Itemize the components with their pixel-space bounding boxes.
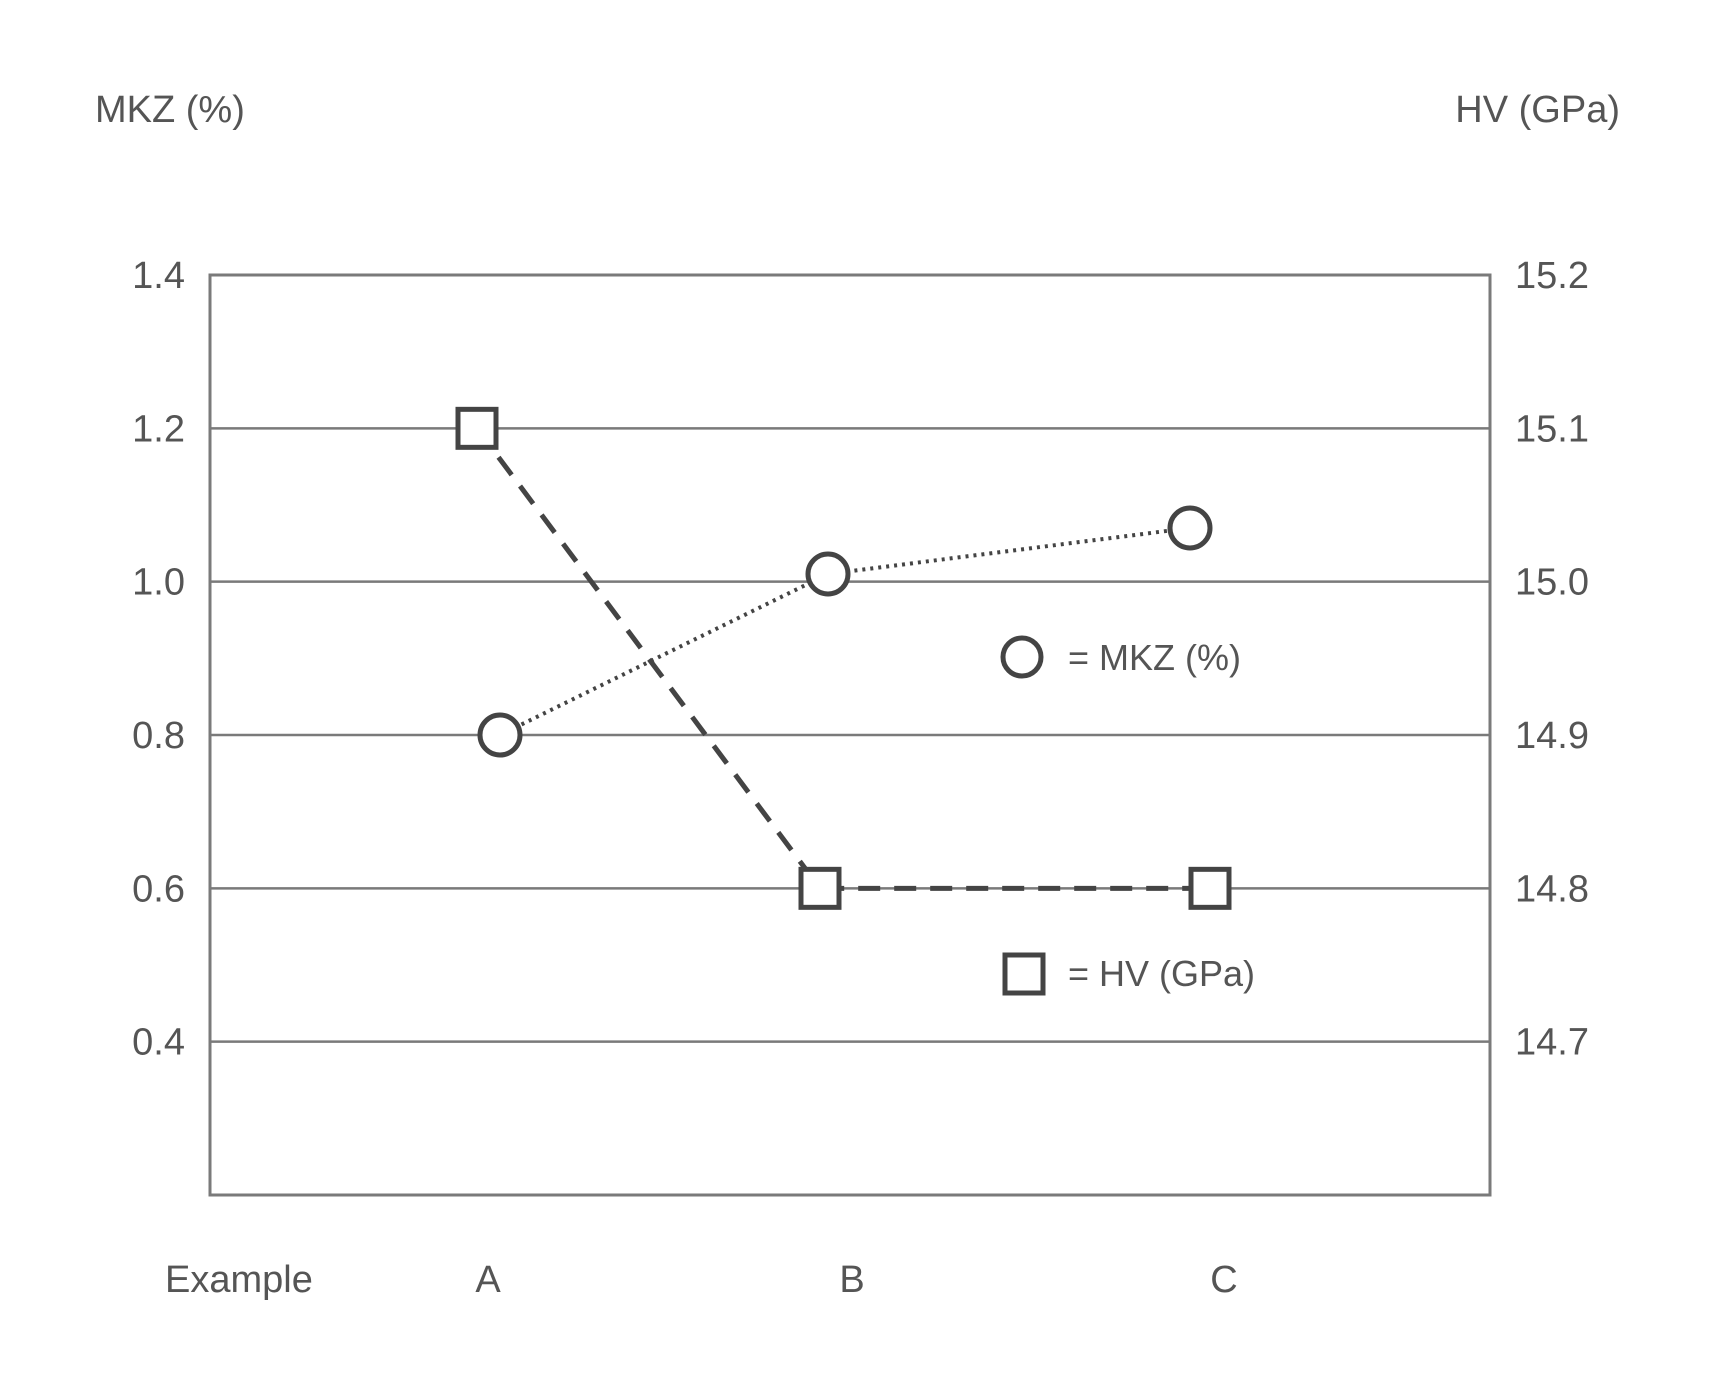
right-axis-ticks: 15.2 15.1 15.0 14.9 14.8 14.7 bbox=[1515, 255, 1589, 1064]
legend-label-mkz: = MKZ (%) bbox=[1068, 637, 1241, 678]
left-tick-label: 1.4 bbox=[132, 255, 185, 297]
data-point-circle bbox=[480, 715, 520, 755]
category-axis-title: Example bbox=[165, 1259, 313, 1301]
legend-label-hv: = HV (GPa) bbox=[1068, 953, 1255, 994]
left-tick-label: 1.2 bbox=[132, 408, 185, 450]
category-label-a: A bbox=[475, 1259, 501, 1301]
left-axis-ticks: 1.4 1.2 1.0 0.8 0.6 0.4 bbox=[132, 255, 185, 1064]
right-tick-label: 15.1 bbox=[1515, 408, 1589, 450]
left-tick-label: 0.6 bbox=[132, 868, 185, 910]
legend-square-icon bbox=[1005, 955, 1043, 993]
category-label-c: C bbox=[1210, 1259, 1237, 1301]
gridlines bbox=[210, 275, 1490, 1042]
right-axis-title: HV (GPa) bbox=[1455, 89, 1620, 131]
legend: = MKZ (%) = HV (GPa) bbox=[1003, 637, 1255, 994]
left-tick-label: 0.8 bbox=[132, 715, 185, 757]
data-point-circle bbox=[808, 554, 848, 594]
right-tick-label: 14.9 bbox=[1515, 715, 1589, 757]
right-tick-label: 14.8 bbox=[1515, 868, 1589, 910]
data-point-square bbox=[458, 409, 496, 447]
series-mkz bbox=[480, 508, 1210, 755]
category-labels: A B C bbox=[475, 1259, 1237, 1301]
left-tick-label: 0.4 bbox=[132, 1022, 185, 1064]
left-axis-title: MKZ (%) bbox=[95, 89, 245, 131]
category-label-b: B bbox=[839, 1259, 864, 1301]
series-line bbox=[500, 528, 1190, 735]
data-point-square bbox=[1191, 869, 1229, 907]
left-tick-label: 1.0 bbox=[132, 562, 185, 604]
data-point-circle bbox=[1170, 508, 1210, 548]
right-tick-label: 15.0 bbox=[1515, 562, 1589, 604]
data-point-square bbox=[801, 869, 839, 907]
legend-circle-icon bbox=[1003, 638, 1041, 676]
right-tick-label: 14.7 bbox=[1515, 1022, 1589, 1064]
right-tick-label: 15.2 bbox=[1515, 255, 1589, 297]
